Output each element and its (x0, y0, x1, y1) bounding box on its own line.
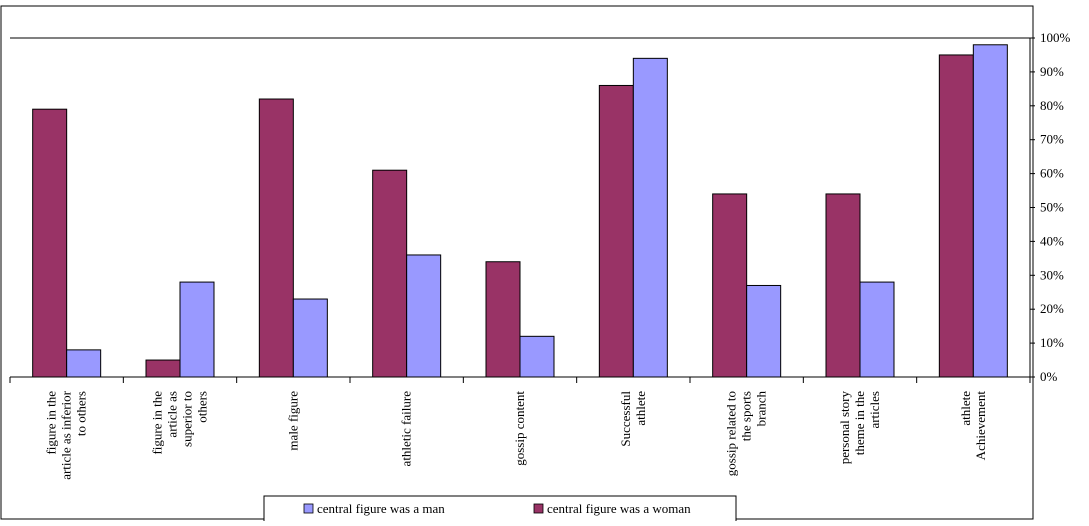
category-label-7: gossip related to the sports branch (724, 391, 769, 477)
bar-man-3 (292, 298, 328, 378)
y-tick-label: 80% (1040, 98, 1064, 113)
y-tick-label: 70% (1040, 132, 1064, 147)
x-axis-ticks (9, 377, 1031, 383)
y-tick-label: 20% (1040, 301, 1064, 316)
bar-woman-4 (372, 169, 408, 378)
category-label-5: gossip content (512, 391, 527, 466)
bar-man-2 (179, 281, 215, 378)
category-label-2: figure in the article as superior to others (150, 391, 210, 455)
category-label-line: superior to (180, 391, 195, 447)
legend-swatch-woman (533, 503, 544, 514)
y-tick-label: 0% (1040, 369, 1058, 384)
y-axis-ticks: 0% 10% 20% 30% 40% 50% 60% 70% 80% 90% 100% (1030, 30, 1071, 384)
category-label-line: personal story (837, 391, 852, 465)
category-label-line: article as (165, 391, 180, 438)
category-label-line: theme in the (852, 391, 867, 455)
bar-woman-9 (938, 54, 974, 378)
category-label-line: figure in the (44, 391, 59, 455)
category-label-line: gossip related to (724, 391, 739, 476)
category-label-line: Achievement (973, 391, 988, 461)
legend-label-woman: central figure was a woman (547, 501, 691, 516)
y-tick-label: 40% (1040, 233, 1064, 248)
y-tick-label: 90% (1040, 64, 1064, 79)
bar-man-5 (519, 335, 555, 378)
bar-woman-7 (712, 193, 748, 378)
category-label-line: to others (74, 391, 89, 436)
bars-group (32, 44, 1008, 378)
category-label-line: gossip content (512, 391, 527, 466)
category-label-1: figure in the article as inferior to other… (44, 390, 89, 479)
category-label-line: article as inferior (59, 390, 74, 479)
bar-man-6 (632, 57, 668, 378)
legend-box (263, 495, 737, 523)
category-label-4: athletic failure (399, 391, 414, 467)
y-tick-label: 50% (1040, 200, 1064, 215)
bar-man-9 (972, 44, 1008, 378)
y-tick-label: 10% (1040, 335, 1064, 350)
bar-woman-2 (145, 359, 181, 378)
y-tick-label: 30% (1040, 267, 1064, 282)
bar-man-1 (66, 349, 102, 378)
category-label-line: others (195, 391, 210, 423)
category-label-line: Successful (618, 391, 633, 447)
category-label-line: male figure (285, 391, 300, 451)
legend-label-man: central figure was a man (317, 501, 445, 516)
category-label-3: male figure (285, 391, 300, 451)
bar-man-7 (746, 284, 782, 378)
legend: central figure was a man central figure … (263, 495, 737, 523)
bar-woman-5 (485, 261, 521, 378)
category-label-8: personal story theme in the articles (837, 391, 882, 465)
y-tick-label: 60% (1040, 166, 1064, 181)
bar-woman-3 (258, 98, 294, 378)
category-label-line: figure in the (150, 391, 165, 455)
category-label-line: athletic failure (399, 391, 414, 467)
legend-swatch-man (303, 503, 314, 514)
category-label-line: athlete (633, 391, 648, 426)
category-label-9: athlete Achievement (958, 391, 988, 461)
category-label-line: articles (867, 391, 882, 429)
category-label-line: branch (754, 391, 769, 427)
y-tick-label: 100% (1040, 30, 1071, 45)
category-label-line: the sports (739, 391, 754, 441)
bar-woman-8 (825, 193, 861, 378)
category-label-6: Successful athlete (618, 391, 648, 447)
category-label-line: athlete (958, 391, 973, 426)
category-labels: figure in the article as inferior to other… (44, 390, 988, 479)
bar-woman-6 (598, 84, 634, 378)
bar-man-4 (406, 254, 442, 378)
bar-woman-1 (32, 108, 68, 378)
bar-man-8 (859, 281, 895, 378)
